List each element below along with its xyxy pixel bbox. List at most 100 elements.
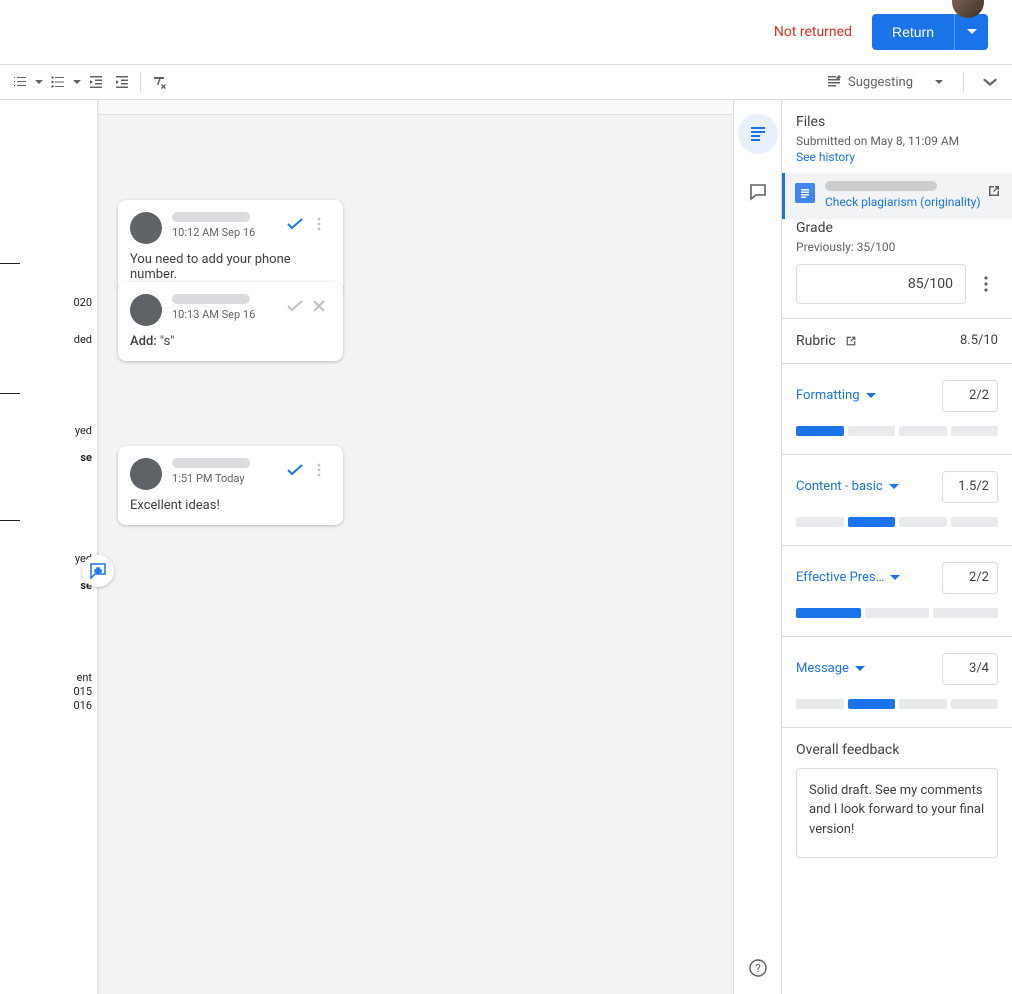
clear-formatting-icon[interactable]: [147, 70, 171, 94]
commenter-avatar: [130, 458, 162, 490]
feedback-section: Overall feedback Solid draft. See my com…: [782, 728, 1012, 872]
rubric-segment[interactable]: [796, 699, 844, 709]
criterion-score[interactable]: 3/4: [942, 653, 998, 685]
criterion-name[interactable]: Message: [796, 661, 934, 676]
comment-more-icon[interactable]: [307, 212, 331, 236]
decrease-indent-icon[interactable]: [84, 70, 108, 94]
criterion-name[interactable]: Effective Pres…: [796, 570, 934, 585]
add-comment-button[interactable]: [82, 555, 114, 587]
comment-more-icon[interactable]: [307, 458, 331, 482]
mode-label: Suggesting: [848, 75, 913, 90]
doc-text-fragment: 020: [0, 295, 96, 312]
chevron-down-icon: [889, 484, 899, 490]
files-section: Files Submitted on May 8, 11:09 AM See h…: [782, 100, 1012, 206]
see-history-link[interactable]: See history: [796, 150, 855, 164]
rubric-segment[interactable]: [951, 517, 999, 527]
doc-text-fragment: se: [0, 450, 96, 467]
previous-grade: Previously: 35/100: [796, 240, 998, 254]
comment-body: You need to add your phone number.: [130, 252, 331, 282]
comment-card[interactable]: 10:13 AM Sep 16 Add: "s": [118, 282, 343, 361]
criterion-name[interactable]: Content - basic: [796, 479, 934, 494]
svg-text:?: ?: [755, 962, 760, 975]
chevron-down-icon[interactable]: [34, 80, 44, 85]
open-rubric-icon[interactable]: [844, 334, 858, 348]
feedback-textarea[interactable]: Solid draft. See my comments and I look …: [796, 768, 998, 858]
rubric-segment[interactable]: [951, 699, 999, 709]
resolve-comment-icon[interactable]: [283, 458, 307, 482]
rubric-criterion: Message 3/4: [782, 637, 1012, 728]
chevron-down-icon: [935, 80, 943, 85]
doc-text-fragment: se: [0, 578, 96, 595]
rubric-segment[interactable]: [796, 608, 861, 618]
rubric-segment[interactable]: [865, 608, 930, 618]
open-external-icon[interactable]: [986, 183, 1002, 199]
doc-text-fragment: yed: [0, 551, 96, 568]
rubric-segment[interactable]: [796, 426, 844, 436]
doc-text-fragment: 016: [0, 698, 96, 715]
resolve-comment-icon[interactable]: [283, 212, 307, 236]
submitted-time: Submitted on May 8, 11:09 AM: [796, 134, 998, 148]
commenter-avatar: [130, 212, 162, 244]
rubric-criterion: Effective Pres… 2/2: [782, 546, 1012, 637]
document-page[interactable]: [0, 100, 98, 994]
feedback-title: Overall feedback: [796, 742, 998, 758]
topbar: Not returned Return: [0, 0, 1012, 64]
doc-divider: [0, 393, 20, 394]
main-area: 7 020dedyedseyedseent015016 10:12 AM Sep…: [0, 100, 1012, 994]
grading-panel: Files Submitted on May 8, 11:09 AM See h…: [781, 100, 1012, 994]
commenter-name-redacted: [172, 212, 250, 222]
check-plagiarism-link[interactable]: Check plagiarism (originality): [825, 195, 1002, 211]
return-button-group: Return: [872, 14, 988, 50]
doc-text-fragment: yed: [0, 423, 96, 440]
grade-more-icon[interactable]: [974, 276, 998, 292]
suggesting-icon: [826, 74, 842, 90]
accept-suggestion-icon[interactable]: [283, 294, 307, 318]
comment-body: Add: "s": [130, 334, 331, 349]
rubric-segment[interactable]: [848, 517, 896, 527]
mode-selector[interactable]: Suggesting: [818, 74, 951, 90]
grade-section: Grade Previously: 35/100 85/100: [782, 206, 1012, 319]
chevron-down-icon: [866, 393, 876, 399]
grade-title: Grade: [796, 220, 998, 236]
attached-file[interactable]: Check plagiarism (originality): [782, 173, 1012, 219]
grade-input[interactable]: 85/100: [796, 264, 966, 304]
rubric-segment[interactable]: [848, 699, 896, 709]
comment-body: Excellent ideas!: [130, 498, 331, 513]
criterion-score[interactable]: 2/2: [942, 562, 998, 594]
chevron-down-icon: [890, 575, 900, 581]
grading-tab-icon[interactable]: [738, 114, 778, 154]
return-dropdown[interactable]: [954, 14, 988, 50]
doc-text-fragment: ded: [0, 332, 96, 349]
comment-card[interactable]: 1:51 PM TodayExcellent ideas!: [118, 446, 343, 525]
numbered-list-icon[interactable]: [8, 70, 32, 94]
docs-icon: [795, 183, 815, 203]
increase-indent-icon[interactable]: [110, 70, 134, 94]
ruler[interactable]: 7: [0, 100, 733, 115]
criterion-score[interactable]: 1.5/2: [942, 471, 998, 503]
bulleted-list-icon[interactable]: [46, 70, 70, 94]
rubric-segment[interactable]: [796, 517, 844, 527]
help-icon[interactable]: ?: [744, 954, 772, 982]
criterion-name[interactable]: Formatting: [796, 388, 934, 403]
rubric-segment[interactable]: [951, 426, 999, 436]
rubric-criterion: Content - basic 1.5/2: [782, 455, 1012, 546]
comment-card[interactable]: 10:12 AM Sep 16You need to add your phon…: [118, 200, 343, 294]
rubric-segment[interactable]: [899, 699, 947, 709]
rubric-segment[interactable]: [933, 608, 998, 618]
comment-timestamp: 10:13 AM Sep 16: [172, 308, 273, 321]
chevron-down-icon[interactable]: [72, 80, 82, 85]
return-button[interactable]: Return: [872, 14, 954, 50]
collapse-panel-icon[interactable]: [976, 68, 1004, 96]
comments-tab-icon[interactable]: [738, 172, 778, 212]
rubric-total: 8.5/10: [960, 333, 998, 348]
file-name-redacted: [825, 181, 937, 191]
commenter-name-redacted: [172, 294, 250, 304]
rubric-segment[interactable]: [899, 426, 947, 436]
rubric-segment[interactable]: [899, 517, 947, 527]
rubric-segment[interactable]: [848, 426, 896, 436]
criterion-score[interactable]: 2/2: [942, 380, 998, 412]
commenter-avatar: [130, 294, 162, 326]
return-status: Not returned: [774, 24, 852, 40]
rubric-title: Rubric: [796, 333, 836, 349]
reject-suggestion-icon[interactable]: [307, 294, 331, 318]
